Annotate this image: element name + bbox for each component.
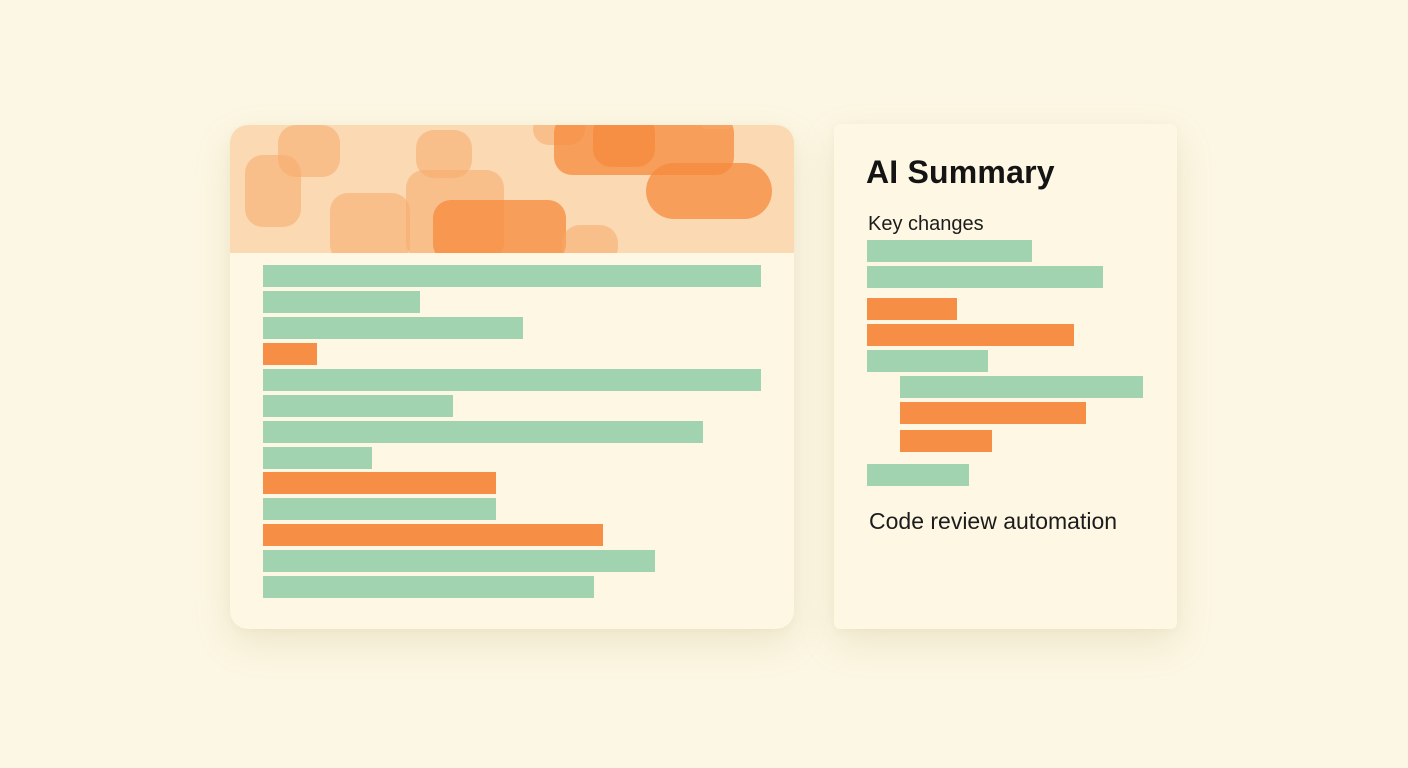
- banner-shape: [646, 163, 772, 219]
- diff-line-added: [263, 550, 655, 572]
- diff-line-added: [263, 395, 453, 417]
- diff-line-removed: [263, 343, 317, 365]
- summary-line-added: [867, 350, 988, 372]
- banner-shape: [433, 200, 566, 253]
- summary-line-added: [867, 464, 969, 486]
- summary-line-added: [867, 240, 1032, 262]
- summary-line-added: [867, 266, 1103, 288]
- diff-line-added: [263, 369, 761, 391]
- diff-line-added: [263, 576, 594, 598]
- summary-title: AI Summary: [866, 154, 1055, 190]
- diff-line-added: [263, 421, 703, 443]
- banner-shape: [278, 125, 340, 177]
- summary-line-removed: [867, 298, 957, 320]
- summary-line-added: [900, 376, 1143, 398]
- diff-line-removed: [263, 472, 496, 494]
- summary-line-removed: [900, 430, 992, 452]
- diff-panel: [230, 125, 794, 629]
- banner-shape: [562, 225, 618, 253]
- summary-line-removed: [867, 324, 1074, 346]
- diff-line-added: [263, 265, 761, 287]
- diff-line-added: [263, 447, 372, 469]
- summary-footer: Code review automation: [869, 508, 1118, 534]
- ai-summary-panel: AI Summary Key changes Code review autom…: [834, 124, 1177, 629]
- summary-subtitle: Key changes: [868, 213, 984, 235]
- banner-shape: [700, 125, 734, 129]
- summary-line-removed: [900, 402, 1086, 424]
- diff-line-added: [263, 498, 496, 520]
- banner-shape: [330, 193, 410, 253]
- diff-line-added: [263, 317, 523, 339]
- diff-line-removed: [263, 524, 603, 546]
- banner-shape: [593, 125, 655, 167]
- diff-banner: [230, 125, 794, 253]
- diff-line-added: [263, 291, 420, 313]
